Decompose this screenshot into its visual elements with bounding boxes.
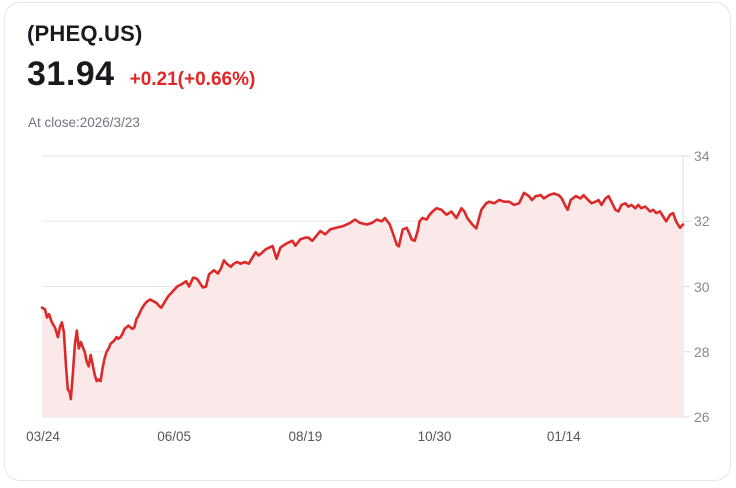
close-info-label: At close:2026/3/23 [28, 115, 140, 130]
price-change: +0.21(+0.66%) [129, 69, 256, 90]
last-price: 31.94 [27, 55, 115, 93]
price-row: 31.94 +0.21(+0.66%) [27, 55, 255, 94]
stock-symbol: (PHEQ.US) [27, 21, 143, 46]
y-axis-label: 30 [694, 278, 710, 295]
chart-area-fill [42, 192, 683, 417]
y-axis-label: 28 [694, 343, 710, 360]
x-axis-label: 03/24 [26, 429, 60, 444]
price-line [40, 191, 685, 401]
y-axis-label: 26 [694, 409, 710, 425]
x-axis-label: 08/19 [288, 429, 323, 444]
y-axis-label: 32 [694, 213, 710, 230]
y-axis-label: 34 [694, 148, 710, 164]
x-axis-label: 06/05 [157, 429, 192, 444]
x-axis-label: 10/30 [417, 429, 452, 444]
x-axis-label: 01/14 [546, 429, 581, 444]
